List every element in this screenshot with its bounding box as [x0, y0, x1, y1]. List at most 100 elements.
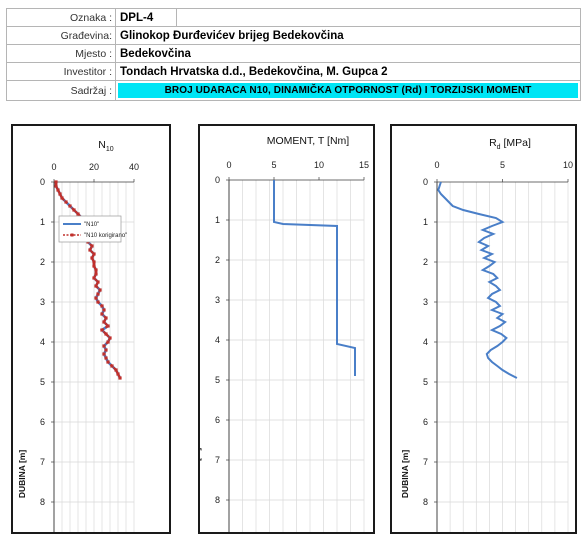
- y-tick-label: 4: [40, 337, 45, 347]
- data-point: [96, 292, 100, 296]
- data-point: [72, 208, 76, 212]
- header-row-mjesto: Mjesto : Bedekovčina: [6, 44, 581, 63]
- y-tick-label: 2: [40, 257, 45, 267]
- gradevina-value: Glinokop Đurđevićev brijeg Bedekovčina: [115, 26, 581, 45]
- data-point: [110, 364, 114, 368]
- y-tick-label: 0: [215, 175, 220, 185]
- series-line: [273, 180, 356, 376]
- data-point: [94, 284, 98, 288]
- data-point: [116, 372, 120, 376]
- header-row-investitor: Investitor : Tondach Hrvatska d.d., Bede…: [6, 62, 581, 81]
- data-point: [104, 316, 108, 320]
- x-tick-label: 5: [271, 160, 276, 170]
- data-point: [114, 368, 118, 372]
- y-axis-label: DUBINA [m]: [400, 450, 410, 498]
- data-point: [100, 312, 104, 316]
- y-tick-label: 1: [40, 217, 45, 227]
- y-tick-label: 6: [40, 417, 45, 427]
- chart-panel-rd: 0 1 2 3 4 5 6 7 8 0 5 10 Rd [MPa] DUBINA [m]: [390, 124, 577, 534]
- chart-title: MOMENT, T [Nm]: [267, 135, 350, 147]
- data-point: [100, 304, 104, 308]
- x-tick-label: 5: [500, 160, 505, 170]
- data-point: [98, 288, 102, 292]
- data-point: [118, 376, 122, 380]
- mjesto-value: Bedekovčina: [115, 44, 581, 63]
- data-point: [100, 328, 104, 332]
- series-line: [437, 181, 518, 379]
- series-line-n10-korigirano: [54, 182, 121, 379]
- y-tick-label: 7: [215, 455, 220, 465]
- y-tick-label: 3: [40, 297, 45, 307]
- y-tick-label: 7: [40, 457, 45, 467]
- chart-panel-n10: 0 1 2 3 4 5 6 7 8 0 20 40 N10 DUBINA [m] "N10" "N10 kor…: [11, 124, 171, 534]
- y-tick-label: 6: [423, 417, 428, 427]
- y-tick-label: 8: [215, 495, 220, 505]
- oznaka-value: DPL-4: [115, 8, 177, 27]
- legend-label-n10: "N10": [84, 222, 99, 228]
- chart-rd: 0 1 2 3 4 5 6 7 8 0 5 10 Rd [MPa] DUBINA [m]: [400, 137, 573, 532]
- x-tick-label: 0: [51, 162, 56, 172]
- y-tick-label: 8: [40, 497, 45, 507]
- data-point: [54, 184, 58, 188]
- header-row-gradevina: Građevina: Glinokop Đurđevićev brijeg Be…: [6, 26, 581, 45]
- data-point: [102, 344, 106, 348]
- y-tick-label: 0: [423, 177, 428, 187]
- y-tick-label: 1: [423, 217, 428, 227]
- y-tick-label: 7: [423, 457, 428, 467]
- chart-moment: 0 1 2 3 4 5 6 7 8 0 5 10 15 MOMENT, T [Nm] DUBINA [m]: [200, 135, 369, 532]
- data-point: [68, 204, 72, 208]
- legend-label-n10-korigirano: "N10 korigirano": [84, 233, 127, 239]
- data-point: [88, 248, 92, 252]
- data-point: [94, 296, 98, 300]
- y-tick-label: 1: [215, 215, 220, 225]
- data-point: [108, 336, 112, 340]
- chart-n10: 0 1 2 3 4 5 6 7 8 0 20 40 N10 DUBINA [m] "N10" "N10 kor…: [17, 139, 139, 532]
- y-tick-label: 6: [215, 415, 220, 425]
- data-point: [94, 268, 98, 272]
- chart-panel-moment: 0 1 2 3 4 5 6 7 8 0 5 10 15 MOMENT, T [Nm] DUBINA [m]: [198, 124, 375, 534]
- sadrzaj-value: BROJ UDARACA N10, DINAMIČKA OTPORNOST (R…: [118, 83, 578, 98]
- data-point: [104, 332, 108, 336]
- y-tick-label: 3: [215, 295, 220, 305]
- data-point: [106, 360, 110, 364]
- data-point: [64, 200, 68, 204]
- data-point: [58, 192, 62, 196]
- y-tick-label: 5: [40, 377, 45, 387]
- chart-title: Rd [MPa]: [489, 137, 531, 151]
- data-point: [92, 264, 96, 268]
- data-point: [96, 300, 100, 304]
- y-tick-label: 3: [423, 297, 428, 307]
- legend-marker: [70, 233, 74, 237]
- y-tick-label: 5: [423, 377, 428, 387]
- investitor-value: Tondach Hrvatska d.d., Bedekovčina, M. G…: [115, 62, 581, 81]
- gradevina-label: Građevina:: [6, 26, 116, 45]
- data-point: [90, 244, 94, 248]
- data-point: [102, 308, 106, 312]
- y-tick-label: 5: [215, 375, 220, 385]
- x-tick-label: 20: [89, 162, 99, 172]
- sadrzaj-label: Sadržaj :: [6, 80, 116, 101]
- data-point: [92, 252, 96, 256]
- data-point: [104, 348, 108, 352]
- y-axis-label: DUBINA [m]: [17, 450, 27, 498]
- data-point: [106, 324, 110, 328]
- header-row-sadrzaj: Sadržaj : BROJ UDARACA N10, DINAMIČKA OT…: [6, 80, 581, 101]
- data-point: [92, 276, 96, 280]
- y-axis-label: DUBINA [m]: [200, 448, 202, 496]
- header-table: Oznaka : DPL-4 Građevina: Glinokop Đurđe…: [6, 8, 581, 101]
- mjesto-label: Mjesto :: [6, 44, 116, 63]
- data-point: [54, 180, 58, 184]
- chart-title: N10: [98, 139, 113, 153]
- x-tick-label: 0: [434, 160, 439, 170]
- legend-box: [58, 215, 122, 243]
- y-tick-label: 2: [423, 257, 428, 267]
- x-tick-label: 10: [563, 160, 573, 170]
- y-tick-label: 8: [423, 497, 428, 507]
- data-point: [94, 272, 98, 276]
- sadrzaj-cell: BROJ UDARACA N10, DINAMIČKA OTPORNOST (R…: [115, 80, 581, 101]
- oznaka-empty-cell: [176, 8, 581, 27]
- data-point: [56, 188, 60, 192]
- investitor-label: Investitor :: [6, 62, 116, 81]
- data-point: [102, 320, 106, 324]
- series-line-n10: [54, 182, 122, 379]
